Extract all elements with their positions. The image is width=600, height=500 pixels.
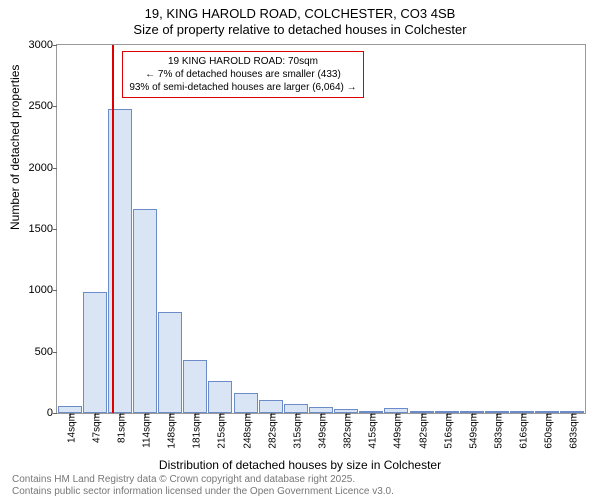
y-tick-mark bbox=[53, 413, 57, 414]
histogram-bar bbox=[158, 312, 182, 413]
y-tick-mark bbox=[53, 106, 57, 107]
annotation-line-1: 19 KING HAROLD ROAD: 70sqm bbox=[129, 55, 356, 68]
x-tick-label: 47sqm bbox=[87, 413, 102, 443]
footer-attribution: Contains HM Land Registry data © Crown c… bbox=[12, 474, 394, 498]
x-axis-label: Distribution of detached houses by size … bbox=[0, 458, 600, 472]
footer-line-1: Contains HM Land Registry data © Crown c… bbox=[12, 474, 394, 486]
x-tick-label: 583sqm bbox=[490, 413, 505, 449]
x-tick-label: 14sqm bbox=[62, 413, 77, 443]
chart-plot-area: 05001000150020002500300014sqm47sqm81sqm1… bbox=[56, 44, 586, 414]
x-tick-label: 81sqm bbox=[112, 413, 127, 443]
title-main: 19, KING HAROLD ROAD, COLCHESTER, CO3 4S… bbox=[0, 0, 600, 21]
y-tick-mark bbox=[53, 290, 57, 291]
x-tick-label: 482sqm bbox=[414, 413, 429, 449]
x-tick-label: 415sqm bbox=[364, 413, 379, 449]
x-tick-label: 349sqm bbox=[314, 413, 329, 449]
annotation-line-3: 93% of semi-detached houses are larger (… bbox=[129, 81, 356, 94]
x-tick-label: 148sqm bbox=[163, 413, 178, 449]
y-tick-mark bbox=[53, 168, 57, 169]
x-tick-label: 315sqm bbox=[288, 413, 303, 449]
x-tick-label: 248sqm bbox=[238, 413, 253, 449]
x-tick-label: 181sqm bbox=[188, 413, 203, 449]
x-tick-label: 650sqm bbox=[540, 413, 555, 449]
x-tick-label: 282sqm bbox=[263, 413, 278, 449]
histogram-bar bbox=[183, 360, 207, 413]
histogram-bar bbox=[58, 406, 82, 413]
annotation-line-2: ← 7% of detached houses are smaller (433… bbox=[129, 68, 356, 81]
footer-line-2: Contains public sector information licen… bbox=[12, 486, 394, 498]
x-tick-label: 449sqm bbox=[389, 413, 404, 449]
property-marker-line bbox=[112, 45, 114, 413]
histogram-bar bbox=[83, 292, 107, 413]
x-tick-label: 549sqm bbox=[464, 413, 479, 449]
x-tick-label: 683sqm bbox=[565, 413, 580, 449]
histogram-bar bbox=[208, 381, 232, 413]
title-sub: Size of property relative to detached ho… bbox=[0, 21, 600, 37]
x-tick-label: 215sqm bbox=[213, 413, 228, 449]
histogram-bar bbox=[284, 404, 308, 413]
y-axis-label: Number of detached properties bbox=[8, 65, 22, 230]
histogram-bar bbox=[234, 393, 258, 413]
y-tick-mark bbox=[53, 45, 57, 46]
annotation-box: 19 KING HAROLD ROAD: 70sqm← 7% of detach… bbox=[122, 51, 363, 98]
y-tick-mark bbox=[53, 352, 57, 353]
x-tick-label: 382sqm bbox=[339, 413, 354, 449]
y-tick-mark bbox=[53, 229, 57, 230]
histogram-bar bbox=[259, 400, 283, 413]
histogram-bar bbox=[133, 209, 157, 413]
x-tick-label: 616sqm bbox=[515, 413, 530, 449]
x-tick-label: 516sqm bbox=[439, 413, 454, 449]
x-tick-label: 114sqm bbox=[138, 413, 153, 448]
